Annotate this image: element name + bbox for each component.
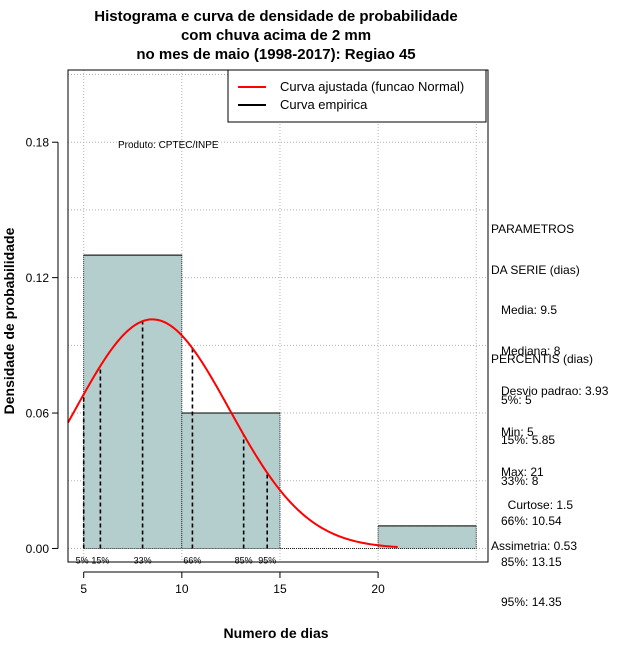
fitted-curve-group: [67, 318, 398, 548]
title-line: Histograma e curva de densidade de proba…: [94, 8, 457, 25]
legend-label-fitted: Curva ajustada (funcao Normal): [280, 79, 464, 94]
x-axis-label: Numero de dias: [223, 625, 328, 641]
parametros-line: PARAMETROS: [491, 222, 575, 236]
y-tick-label: 0.18: [26, 136, 50, 150]
x-tick-label: 20: [371, 582, 385, 596]
percentis-line: 85%: 13.15: [491, 554, 562, 569]
percentile-labels: 5% 15% 33% 66% 85% 95%: [76, 555, 277, 565]
parametros-panel: PARAMETROS DA SERIE (dias) Media: 9.5 Me…: [491, 196, 608, 493]
curtose-line: Curtose: 1.5: [491, 498, 574, 512]
parametros-line: Media: 9.5: [491, 303, 558, 317]
fitted-curve-line: [67, 318, 398, 548]
chart-title: Histograma e curva de densidade de proba…: [94, 8, 457, 63]
y-tick-label: 0.12: [26, 271, 50, 285]
parametros-line: DA SERIE (dias): [491, 262, 580, 277]
histogram-bar: [181, 412, 281, 549]
x-tick-label: 10: [175, 582, 189, 596]
shape-panel: Curtose: 1.5 Assimetria: 0.53: [491, 472, 577, 567]
legend-label-empirical: Curva empirica: [280, 97, 368, 112]
percentis-line: 95%: 14.35: [491, 595, 562, 609]
percentile-label: 85%: [235, 555, 253, 565]
x-tick-label: 15: [273, 582, 287, 596]
percentile-lines: [82, 321, 269, 549]
y-tick-label: 0.06: [26, 407, 50, 421]
axes: 0.00 0.06 0.12 0.18 5 10 15 20: [26, 136, 385, 596]
title-line: no mes de maio (1998-2017): Regiao 45: [136, 46, 415, 63]
y-axis-label: Densidade de probabilidade: [1, 227, 17, 414]
percentis-line: 33%: 8: [491, 473, 539, 488]
percentile-label: 5%: [76, 555, 89, 565]
histogram-bars: [83, 254, 477, 549]
percentile-label: 95%: [258, 555, 276, 565]
percentis-line: 15%: 5.85: [491, 433, 556, 447]
parametros-line: Min: 5: [491, 424, 534, 439]
title-line: com chuva acima de 2 mm: [181, 27, 371, 44]
legend: Curva ajustada (funcao Normal) Curva empi…: [227, 69, 487, 123]
parametros-line: Max: 21: [491, 465, 544, 479]
percentis-line: 5%: 5: [491, 392, 532, 407]
percentile-label: 66%: [183, 555, 201, 565]
x-tick-label: 5: [80, 582, 87, 596]
percentile-label: 15%: [91, 555, 109, 565]
histogram-bar: [83, 254, 183, 549]
histogram-bar: [377, 525, 477, 549]
produto-annotation: Produto: CPTEC/INPE: [118, 140, 219, 151]
assimetria-line: Assimetria: 0.53: [491, 538, 578, 553]
percentis-line: 66%: 10.54: [491, 514, 562, 528]
legend-box: [227, 69, 487, 123]
y-tick-label: 0.00: [26, 542, 50, 556]
percentis-panel: PERCENTIS (dias) 5%: 5 15%: 5.85 33%: 8 …: [491, 326, 593, 623]
percentis-line: PERCENTIS (dias): [491, 352, 594, 366]
percentile-label: 33%: [134, 555, 152, 565]
parametros-line: Desvio padrao: 3.93: [491, 384, 609, 398]
parametros-line: Mediana: 8: [491, 343, 561, 358]
